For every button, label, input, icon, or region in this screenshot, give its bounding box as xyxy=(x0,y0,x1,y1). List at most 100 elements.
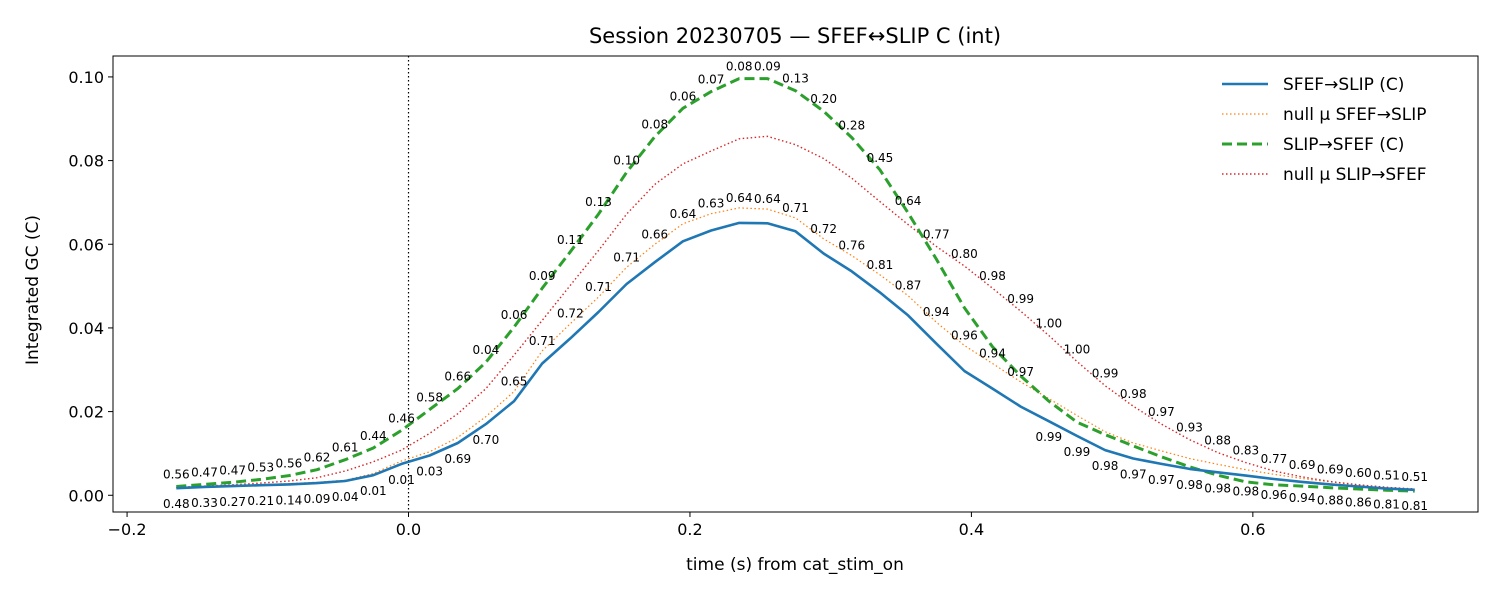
x-tick-label: −0.2 xyxy=(108,520,147,539)
pvalue-label: 0.47 xyxy=(191,465,218,479)
pvalue-label: 0.64 xyxy=(670,207,697,221)
pvalue-label: 0.88 xyxy=(1317,493,1344,507)
pvalue-label: 0.66 xyxy=(444,370,471,384)
pvalue-label: 0.80 xyxy=(951,247,978,261)
pvalue-label: 0.56 xyxy=(163,467,190,481)
pvalue-label: 0.98 xyxy=(1092,459,1119,473)
pvalue-label: 0.07 xyxy=(698,73,725,87)
pvalue-label: 0.10 xyxy=(613,153,640,167)
pvalue-label: 0.13 xyxy=(782,72,809,86)
pvalue-label: 0.09 xyxy=(529,269,556,283)
pvalue-label: 0.81 xyxy=(1373,498,1400,512)
pvalue-label: 0.47 xyxy=(219,463,246,477)
pvalue-label: 0.94 xyxy=(923,305,950,319)
pvalue-label: 0.04 xyxy=(332,490,359,504)
pvalue-label: 0.93 xyxy=(1176,421,1203,435)
pvalue-label: 0.64 xyxy=(895,194,922,208)
series-line-1 xyxy=(176,207,1415,490)
series-line-0 xyxy=(176,221,1415,492)
pvalue-label: 0.97 xyxy=(1148,405,1175,419)
pvalue-label: 0.61 xyxy=(332,441,359,455)
pvalue-label: 0.71 xyxy=(529,334,556,348)
legend-label-1: null μ SFEF→SLIP xyxy=(1283,105,1426,125)
pvalue-label: 0.88 xyxy=(1204,434,1231,448)
pvalue-label: 0.94 xyxy=(1289,491,1316,505)
pvalue-label: 0.99 xyxy=(1007,292,1034,306)
pvalue-label: 0.64 xyxy=(726,191,753,205)
pvalue-label: 0.08 xyxy=(641,118,668,132)
pvalue-label: 0.81 xyxy=(867,258,894,272)
pvalue-label: 0.46 xyxy=(388,411,415,425)
pvalue-label: 0.94 xyxy=(979,346,1006,360)
pvalue-label: 0.60 xyxy=(1345,466,1372,480)
pvalue-label: 0.14 xyxy=(276,493,303,507)
pvalue-label: 0.98 xyxy=(1232,485,1259,499)
x-tick-label: 0.2 xyxy=(677,520,702,539)
chart-title: Session 20230705 — SFEF↔SLIP C (int) xyxy=(589,24,1001,48)
pvalue-label: 0.77 xyxy=(923,227,950,241)
pvalue-label: 0.96 xyxy=(951,328,978,342)
pvalue-label: 0.70 xyxy=(473,433,500,447)
pvalue-label: 0.98 xyxy=(1120,387,1147,401)
pvalue-label: 0.69 xyxy=(1317,462,1344,476)
pvalue-label: 0.27 xyxy=(219,495,246,509)
y-tick-label: 0.04 xyxy=(68,319,104,338)
y-tick-label: 0.10 xyxy=(68,68,104,87)
pvalue-label: 0.62 xyxy=(304,451,331,465)
pvalue-label: 0.01 xyxy=(360,484,387,498)
pvalue-label: 0.97 xyxy=(1148,473,1175,487)
pvalue-label: 0.87 xyxy=(895,279,922,293)
legend-label-3: null μ SLIP→SFEF xyxy=(1283,165,1426,185)
x-tick-label: 0.0 xyxy=(396,520,421,539)
pvalue-label: 0.96 xyxy=(1261,488,1288,502)
pvalue-label: 0.04 xyxy=(473,343,500,357)
pvalue-label: 0.71 xyxy=(782,201,809,215)
pvalue-label: 0.71 xyxy=(613,250,640,264)
pvalue-label: 0.71 xyxy=(585,280,612,294)
pvalue-label: 0.83 xyxy=(1232,444,1259,458)
pvalue-label: 0.98 xyxy=(1176,478,1203,492)
chart-marks: −0.2 0.0 0.2 0.4 0.6 0.00 0.02 0.04 0.06 0.08 0.10… xyxy=(68,55,1479,539)
pvalue-label: 0.98 xyxy=(1204,481,1231,495)
pvalue-label: 0.48 xyxy=(163,497,190,511)
x-axis-title: time (s) from cat_stim_on xyxy=(686,555,904,575)
pvalue-label: 0.08 xyxy=(726,60,753,74)
pvalue-label: 0.56 xyxy=(276,457,303,471)
pvalue-label: 0.53 xyxy=(247,460,274,474)
pvalue-label: 0.09 xyxy=(754,60,781,74)
pvalue-label: 0.66 xyxy=(641,227,668,241)
y-tick-label: 0.02 xyxy=(68,403,104,422)
pvalue-label: 0.99 xyxy=(1035,430,1062,444)
pvalue-label: 0.51 xyxy=(1373,468,1400,482)
pvalue-label: 0.81 xyxy=(1401,499,1428,513)
pvalue-label: 0.77 xyxy=(1261,452,1288,466)
pvalue-label: 0.21 xyxy=(247,494,274,508)
x-tick-label: 0.6 xyxy=(1240,520,1265,539)
pvalue-label: 0.13 xyxy=(585,195,612,209)
pvalue-label: 0.33 xyxy=(191,496,218,510)
pvalue-label: 0.06 xyxy=(501,308,528,322)
x-tick-label: 0.4 xyxy=(959,520,984,539)
pvalue-label: 0.28 xyxy=(838,119,865,133)
pvalue-label: 0.11 xyxy=(557,233,584,247)
pvalue-label: 0.86 xyxy=(1345,495,1372,509)
pvalue-label: 0.45 xyxy=(867,151,894,165)
pvalue-label: 0.63 xyxy=(698,197,725,211)
legend-label-0: SFEF→SLIP (C) xyxy=(1283,75,1404,95)
pvalue-label: 1.00 xyxy=(1035,316,1062,330)
pvalue-label: 0.51 xyxy=(1401,470,1428,484)
pvalue-label: 0.72 xyxy=(557,307,584,321)
pvalue-label: 0.06 xyxy=(670,89,697,103)
pvalue-label: 0.58 xyxy=(416,391,443,405)
pvalue-label: 0.44 xyxy=(360,429,387,443)
y-tick-label: 0.06 xyxy=(68,235,104,254)
y-tick-label: 0.08 xyxy=(68,152,104,171)
y-axis-title: Integrated GC (C) xyxy=(23,215,43,365)
pvalue-label: 0.09 xyxy=(304,492,331,506)
pvalue-label: 0.64 xyxy=(754,192,781,206)
plot-frame xyxy=(112,55,1479,513)
pvalue-label: 0.99 xyxy=(1064,445,1091,459)
